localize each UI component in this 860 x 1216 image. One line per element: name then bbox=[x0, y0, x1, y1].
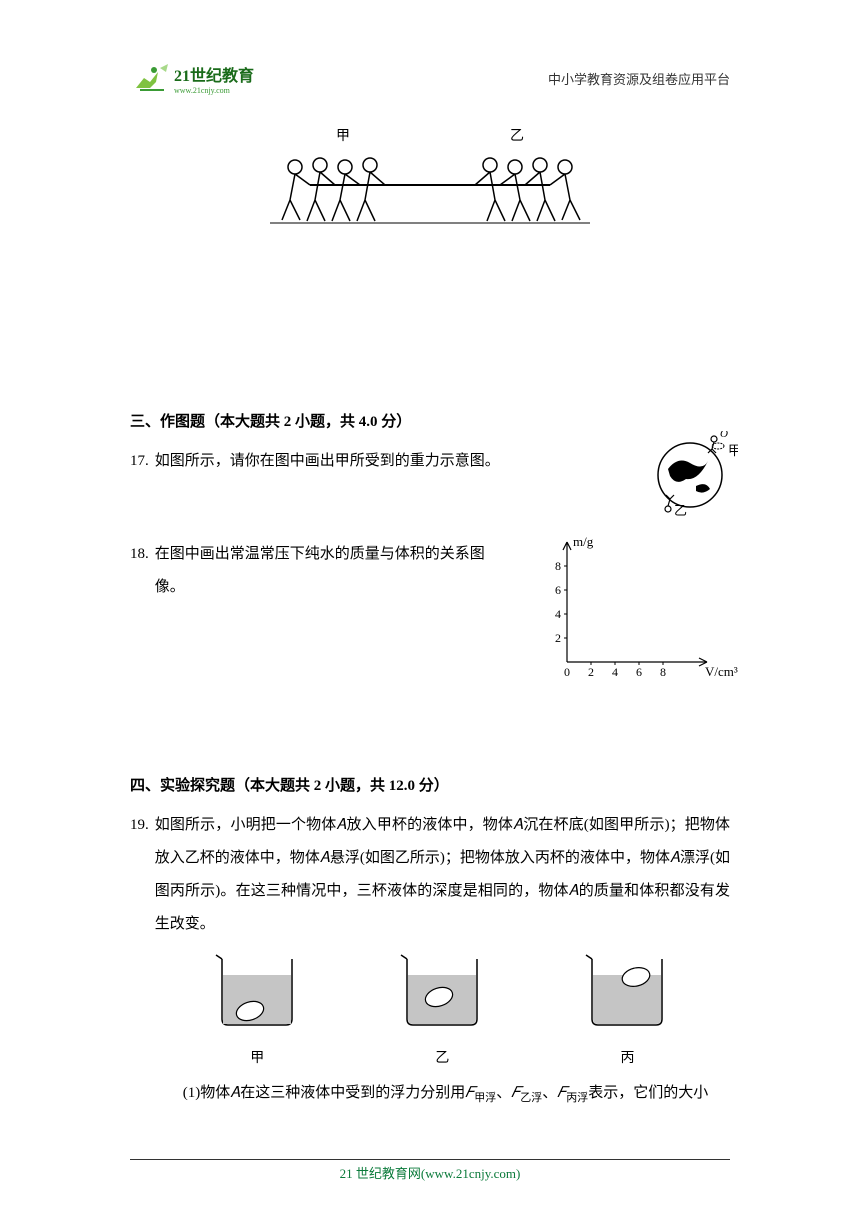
tug-label-right: 乙 bbox=[510, 125, 524, 145]
svg-text:2: 2 bbox=[588, 665, 594, 679]
footer-text-a: 21 世纪教育网( bbox=[340, 1166, 426, 1181]
svg-text:2: 2 bbox=[555, 631, 561, 645]
footer-line bbox=[130, 1159, 730, 1160]
question-17: 17. 如图所示，请你在图中画出甲所受到的重力示意图。 bbox=[130, 445, 730, 478]
svg-text:8: 8 bbox=[555, 559, 561, 573]
tug-of-war-icon bbox=[260, 145, 600, 235]
section3-title: 三、作图题（本大题共 2 小题，共 4.0 分） bbox=[130, 410, 730, 431]
svg-text:4: 4 bbox=[612, 665, 618, 679]
q19-number: 19. bbox=[130, 809, 149, 1110]
y-axis-label: m/g bbox=[573, 534, 594, 549]
beaker-label-1: 甲 bbox=[202, 1044, 312, 1075]
sep2: 、 bbox=[542, 1085, 557, 1101]
logo: 21世纪教育 www.21cnjy.com bbox=[130, 60, 254, 96]
question-19: 19. 如图所示，小明把一个物体𝐴放入甲杯的液体中，物体𝐴沉在杯底(如图甲所示)… bbox=[130, 809, 730, 1110]
tug-label-left: 甲 bbox=[336, 125, 350, 145]
globe-o: O bbox=[720, 431, 728, 440]
header-right-text: 中小学教育资源及组卷应用平台 bbox=[548, 69, 730, 88]
q18-text-b: 像。 bbox=[155, 579, 185, 595]
x-axis-label: V/cm³ bbox=[705, 664, 738, 679]
q19-text: 如图所示，小明把一个物体𝐴放入甲杯的液体中，物体𝐴沉在杯底(如图甲所示)；把物体… bbox=[155, 809, 730, 941]
beaker-label-2: 乙 bbox=[387, 1044, 497, 1075]
beaker-bing: 丙 bbox=[572, 949, 682, 1075]
footer: 21 世纪教育网(www.21cnjy.com) bbox=[0, 1163, 860, 1182]
globe-figure: 甲 乙 O bbox=[648, 431, 738, 530]
graph-figure: 2 4 6 8 0 2 4 6 8 m/g bbox=[537, 532, 742, 700]
sub-bing: 丙浮 bbox=[566, 1092, 588, 1104]
globe-label-top: 甲 bbox=[728, 443, 738, 458]
beaker-row: 甲 乙 bbox=[165, 949, 720, 1075]
q17-text: 如图所示，请你在图中画出甲所受到的重力示意图。 bbox=[155, 453, 500, 469]
svg-text:4: 4 bbox=[555, 607, 561, 621]
beaker-yi: 乙 bbox=[387, 949, 497, 1075]
f-yi: 𝐹 bbox=[511, 1085, 520, 1101]
q18-text-a: 在图中画出常温常压下纯水的质量与体积的关系图 bbox=[155, 546, 485, 562]
q19-sub1-b: 表示，它们的大小 bbox=[588, 1085, 708, 1101]
beaker-label-3: 丙 bbox=[572, 1044, 682, 1075]
tug-of-war-figure: 甲 乙 bbox=[130, 125, 730, 240]
logo-main-text: 21世纪教育 bbox=[174, 62, 254, 86]
section4-title: 四、实验探究题（本大题共 2 小题，共 12.0 分） bbox=[130, 774, 730, 795]
q19-sub1: (1)物体𝐴在这三种液体中受到的浮力分别用𝐹甲浮、𝐹乙浮、𝐹丙浮表示，它们的大小 bbox=[155, 1077, 730, 1110]
header-bar: 21世纪教育 www.21cnjy.com 中小学教育资源及组卷应用平台 bbox=[130, 60, 730, 96]
question-18: 18. 在图中画出常温常压下纯水的质量与体积的关系图 像。 2 bbox=[130, 538, 730, 604]
globe-label-bottom: 乙 bbox=[674, 503, 687, 517]
f-jia: 𝐹 bbox=[465, 1085, 474, 1101]
sub-jia: 甲浮 bbox=[474, 1092, 496, 1104]
sub-yi: 乙浮 bbox=[520, 1092, 542, 1104]
logo-runner-icon bbox=[130, 60, 170, 96]
footer-link[interactable]: www.21cnjy.com bbox=[425, 1166, 516, 1181]
beaker-jia: 甲 bbox=[202, 949, 312, 1075]
q17-number: 17. bbox=[130, 445, 149, 478]
svg-text:8: 8 bbox=[660, 665, 666, 679]
q18-number: 18. bbox=[130, 538, 149, 604]
svg-text:0: 0 bbox=[564, 665, 570, 679]
footer-text-b: ) bbox=[516, 1166, 520, 1181]
logo-sub-text: www.21cnjy.com bbox=[174, 86, 254, 95]
q19-sub1-a: (1)物体𝐴在这三种液体中受到的浮力分别用 bbox=[183, 1085, 465, 1101]
sep1: 、 bbox=[496, 1085, 511, 1101]
f-bing: 𝐹 bbox=[557, 1085, 566, 1101]
svg-text:6: 6 bbox=[555, 583, 561, 597]
svg-text:6: 6 bbox=[636, 665, 642, 679]
